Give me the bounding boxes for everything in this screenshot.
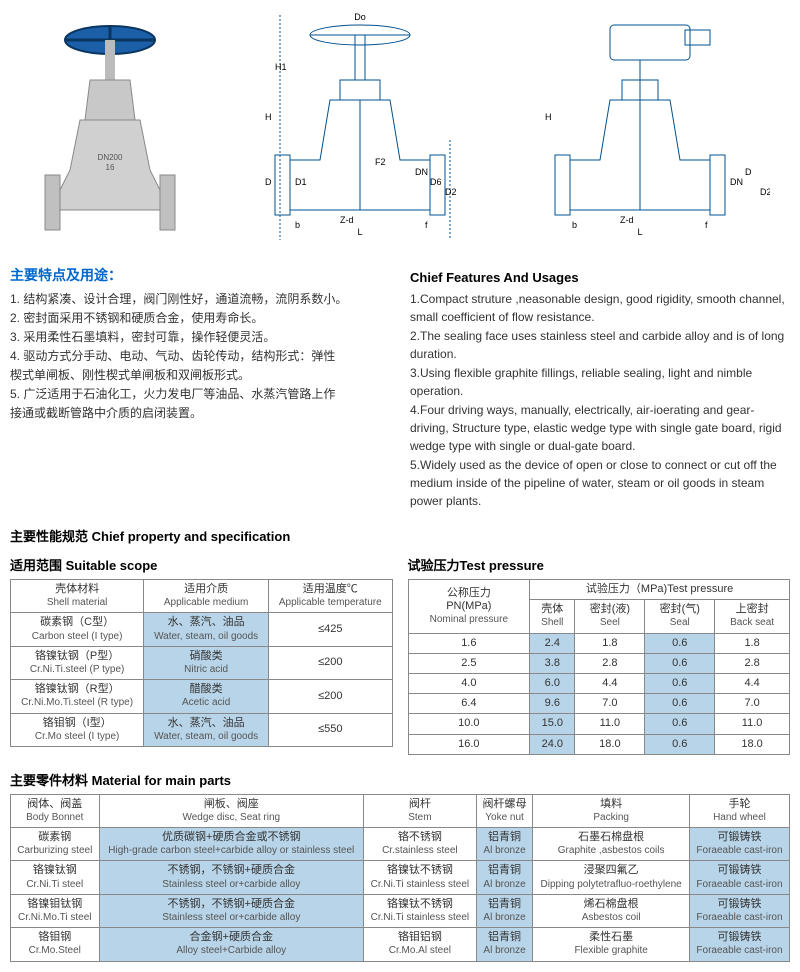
features-cn: 主要特点及用途： 1. 结构紧凑、设计合理，阀门刚性好，通道流畅，流阴系数小。2…	[10, 265, 390, 511]
scope-hdr-temp: 适用温度℃Applicable temperature	[269, 580, 392, 613]
svg-text:16: 16	[106, 163, 115, 172]
feature-line: 4. 驱动方式分手动、电动、气动、齿轮传动，结构形式：弹性	[10, 347, 390, 365]
table-row: 1.62.41.80.61.8	[408, 633, 790, 653]
svg-text:DN200: DN200	[98, 153, 123, 162]
scope-table: 壳体材料Shell material 适用介质Applicable medium…	[10, 579, 393, 747]
table-row: 16.024.018.00.618.0	[408, 734, 790, 754]
dim-h1: H1	[275, 62, 287, 72]
mat-hdr-stem: 阀杆Stem	[364, 794, 477, 827]
mat-hdr-packing: 填料Packing	[533, 794, 690, 827]
svg-text:b: b	[572, 220, 577, 230]
mat-hdr-wedge: 闸板、阀座Wedge disc, Seat ring	[99, 794, 363, 827]
dim-b: b	[295, 220, 300, 230]
feature-line: 1. 结构紧凑、设计合理，阀门刚性好，通道流畅，流阴系数小。	[10, 290, 390, 308]
svg-text:L: L	[637, 227, 642, 237]
scope-table-container: 适用范围 Suitable scope 壳体材料Shell material 适…	[10, 550, 393, 755]
feature-line: 5.Widely used as the device of open or c…	[410, 456, 790, 510]
table-row: 2.53.82.80.62.8	[408, 653, 790, 673]
dim-f: f	[425, 220, 428, 230]
svg-text:Z-d: Z-d	[620, 215, 634, 225]
pressure-table-container: 试验压力Test pressure 公称压力PN(MPa)Nominal pre…	[408, 550, 791, 755]
table-row: 铬镍钼钛钢Cr.Ni.Mo.Ti steel不锈钢，不锈钢+硬质合金Stainl…	[11, 894, 790, 927]
svg-text:D: D	[745, 167, 752, 177]
propspec-title: 主要性能规范 Chief property and specification	[10, 526, 790, 545]
scope-title: 适用范围 Suitable scope	[10, 555, 393, 574]
features-en-title: Chief Features And Usages	[410, 270, 790, 285]
pressure-hdr-test: 试验压力（MPa)Test pressure	[530, 580, 790, 600]
dim-d2: D2	[445, 187, 457, 197]
svg-text:D2: D2	[760, 187, 770, 197]
table-row: 铬镍钛钢（R型）Cr.Ni.Mo.Ti.steel (R type)醋酸类Ace…	[11, 680, 393, 713]
scope-hdr-medium: 适用介质Applicable medium	[144, 580, 269, 613]
table-row: 碳素钢Carburizing steel优质碳钢+硬质合金或不锈钢High-gr…	[11, 828, 790, 861]
feature-line: 1.Compact struture ,neasonable design, g…	[410, 290, 790, 326]
feature-line: 3.Using flexible graphite fillings, reli…	[410, 364, 790, 400]
table-row: 铬镍钛钢（P型）Cr.Ni.Ti.steel (P type)硝酸类Nitric…	[11, 646, 393, 679]
feature-line: 4.Four driving ways, manually, electrica…	[410, 401, 790, 455]
table-row: 6.49.67.00.67.0	[408, 694, 790, 714]
svg-text:DN: DN	[730, 177, 743, 187]
mat-hdr-body: 阀体、阀盖Body Bonnet	[11, 794, 100, 827]
features-en: Chief Features And Usages 1.Compact stru…	[410, 265, 790, 511]
scope-hdr-shell: 壳体材料Shell material	[11, 580, 144, 613]
pressure-hdr-back: 上密封Back seat	[715, 600, 790, 633]
dim-zd: Z-d	[340, 215, 354, 225]
table-row: 10.015.011.00.611.0	[408, 714, 790, 734]
feature-line: 3. 采用柔性石墨填料，密封可靠，操作轻便灵活。	[10, 328, 390, 346]
dim-dn: DN	[415, 167, 428, 177]
dim-h: H	[265, 112, 272, 122]
mat-hdr-hand: 手轮Hand wheel	[689, 794, 789, 827]
table-row: 碳素钢（C型）Carbon steel (I type)水、蒸汽、油品Water…	[11, 613, 393, 646]
dim-f2: F2	[375, 157, 386, 167]
table-row: 4.06.04.40.64.4	[408, 673, 790, 693]
mat-hdr-yoke: 阀杆螺母Yoke nut	[476, 794, 533, 827]
dim-d: D	[265, 177, 272, 187]
svg-text:H: H	[545, 112, 552, 122]
feature-line: 2.The sealing face uses stainless steel …	[410, 327, 790, 363]
diagram-cross-section: Do H H1 D D1 DN D6 D2 F2 L b f Z-d	[220, 10, 500, 250]
feature-line: 5. 广泛适用于石油化工，火力发电厂等油品、水蒸汽管路上作	[10, 385, 390, 403]
dim-do: Do	[354, 12, 366, 22]
top-section: DN200 16 Do H H1 D D1 DN	[10, 10, 790, 250]
pressure-hdr-shell: 壳体Shell	[530, 600, 575, 633]
dim-l: L	[357, 227, 362, 237]
table-row: 铬镍钛钢Cr.Ni.Ti steel不锈钢，不锈钢+硬质合金Stainless …	[11, 861, 790, 894]
pressure-title: 试验压力Test pressure	[408, 555, 791, 574]
valve-photo: DN200 16	[10, 10, 210, 250]
dim-d1: D1	[295, 177, 307, 187]
pressure-table: 公称压力PN(MPa)Nominal pressure 试验压力（MPa)Tes…	[408, 579, 791, 755]
materials-table: 阀体、阀盖Body Bonnet 闸板、阀座Wedge disc, Seat r…	[10, 794, 790, 962]
svg-text:f: f	[705, 220, 708, 230]
pressure-hdr-seal1: 密封(液)Seel	[575, 600, 645, 633]
feature-line: 2. 密封面采用不锈钢和硬质合金，使用寿命长。	[10, 309, 390, 327]
diagram-actuator: H D DN D2 L b f Z-d	[510, 10, 790, 250]
feature-line: 接通或截断管路中介质的启闭装置。	[10, 404, 390, 422]
dim-d6: D6	[430, 177, 442, 187]
table-row: 铬钼钢Cr.Mo.Steel合金钢+硬质合金Alloy steel+Carbid…	[11, 928, 790, 961]
features-section: 主要特点及用途： 1. 结构紧凑、设计合理，阀门刚性好，通道流畅，流阴系数小。2…	[10, 265, 790, 511]
pressure-hdr-nominal: 公称压力PN(MPa)Nominal pressure	[408, 580, 530, 634]
features-cn-title: 主要特点及用途：	[10, 265, 390, 285]
materials-title: 主要零件材料 Material for main parts	[10, 770, 790, 789]
pressure-hdr-seal2: 密封(气)Seal	[645, 600, 715, 633]
table-row: 铬钼钢（I型）Cr.Mo steel (I type)水、蒸汽、油品Water,…	[11, 713, 393, 746]
feature-line: 楔式单闸板、刚性楔式单闸板和双闸板形式。	[10, 366, 390, 384]
